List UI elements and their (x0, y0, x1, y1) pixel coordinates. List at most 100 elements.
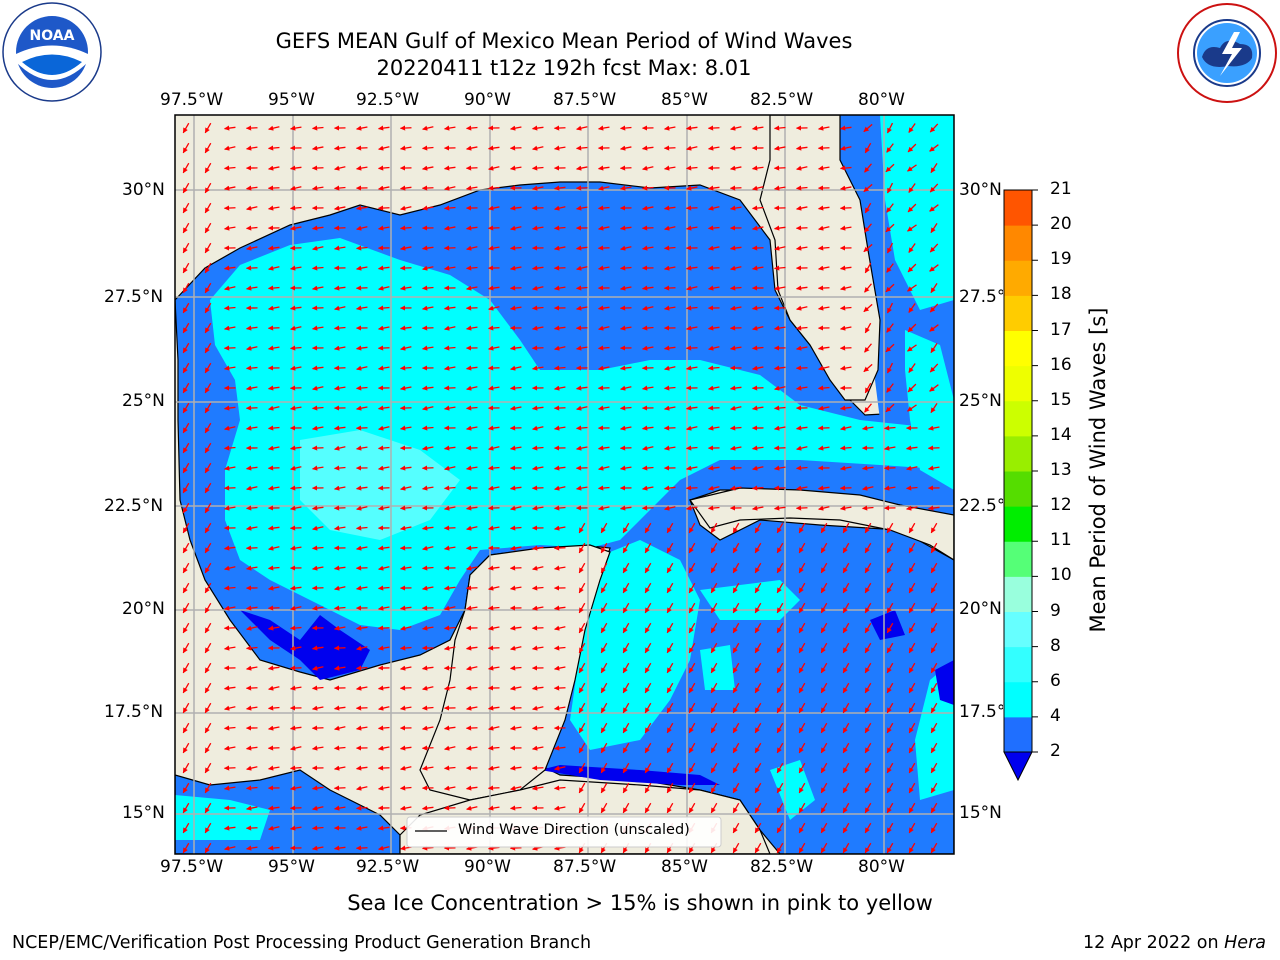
wind-arrow (204, 382, 212, 394)
wind-arrow (818, 305, 830, 311)
wind-arrow (400, 485, 412, 491)
wind-arrow (796, 445, 808, 451)
wind-arrow (885, 403, 895, 413)
wind-arrow (576, 445, 588, 451)
wind-arrow (246, 385, 258, 391)
wind-arrow (796, 245, 808, 251)
wind-arrow (664, 125, 676, 131)
wind-arrow (510, 505, 522, 511)
wind-arrow (666, 782, 674, 794)
wind-arrow (929, 264, 939, 272)
legend-label: Wind Wave Direction (unscaled) (458, 822, 690, 838)
wind-arrow (930, 582, 938, 594)
wind-arrow (553, 545, 566, 551)
wind-arrow (641, 365, 654, 371)
wind-arrow (644, 562, 652, 574)
wind-arrow (466, 365, 478, 371)
wind-arrow (752, 345, 764, 351)
wind-arrow (377, 205, 390, 211)
wind-arrow (732, 722, 740, 734)
wind-arrow (554, 785, 566, 791)
wind-arrow (224, 145, 236, 151)
wind-arrow (553, 265, 566, 271)
wind-arrow (752, 305, 764, 311)
wind-arrow (356, 205, 368, 211)
wind-arrow (289, 525, 302, 531)
wind-arrow (444, 185, 456, 191)
wind-arrow (182, 302, 190, 314)
wind-arrow (641, 505, 654, 511)
lon-tick-top: 85°W (661, 90, 708, 110)
wind-arrow (729, 325, 742, 331)
wind-arrow (444, 365, 456, 371)
wind-arrow (312, 425, 324, 431)
wind-arrow (268, 805, 280, 811)
wind-arrow (224, 725, 236, 731)
wind-arrow (290, 765, 302, 771)
wind-arrow (598, 365, 610, 371)
wind-arrow (576, 405, 588, 411)
wind-arrow (510, 625, 522, 631)
wind-arrow (730, 385, 742, 391)
wind-arrow (400, 345, 412, 351)
wind-arrow (400, 645, 412, 651)
wind-arrow (531, 205, 544, 211)
colorbar-level-label: 18 (1050, 284, 1072, 305)
wind-arrow (619, 305, 632, 311)
wind-arrow (578, 742, 586, 754)
colorbar-level-label: 10 (1050, 565, 1072, 586)
wind-arrow (204, 462, 212, 474)
wind-arrow (730, 145, 742, 151)
wind-arrow (444, 685, 456, 691)
wind-arrow (842, 602, 850, 614)
wind-arrow (554, 185, 566, 191)
wind-arrow (334, 725, 346, 731)
wind-arrow (267, 465, 280, 471)
wind-arrow (642, 205, 654, 211)
wind-arrow (886, 742, 894, 754)
wind-arrow (378, 285, 390, 291)
wind-arrow (666, 602, 674, 614)
wind-arrow (930, 782, 938, 794)
wind-arrow (644, 642, 652, 654)
lat-tick-left: 20°N (122, 599, 165, 619)
wind-arrow (840, 305, 852, 311)
wind-arrow (311, 305, 324, 311)
wind-arrow (929, 324, 939, 332)
wind-arrow (908, 562, 916, 574)
sea-ice-note: Sea Ice Concentration > 15% is shown in … (347, 891, 933, 915)
wind-arrow (886, 522, 894, 534)
wind-arrow (182, 622, 190, 634)
wind-arrow (818, 125, 830, 131)
wind-arrow (578, 762, 586, 774)
wind-arrow (907, 344, 917, 352)
wind-arrow (312, 525, 324, 531)
wind-arrow (246, 805, 258, 811)
wind-arrow (204, 582, 212, 594)
wind-arrow (864, 343, 872, 353)
wind-arrow (466, 285, 478, 291)
wind-arrow (510, 785, 522, 791)
wind-arrow (930, 223, 938, 234)
wind-arrow (400, 625, 412, 631)
wind-arrow (820, 722, 828, 734)
wind-arrow (644, 802, 652, 814)
wind-arrow (886, 802, 894, 814)
wind-arrow (356, 725, 368, 731)
wind-arrow (465, 725, 478, 731)
wind-arrow (840, 285, 852, 291)
wind-arrow (356, 365, 368, 371)
wind-arrow (776, 542, 784, 554)
wind-arrow (842, 582, 850, 594)
wind-arrow (204, 162, 212, 174)
wind-arrow (773, 305, 786, 311)
wind-arrow (575, 325, 588, 331)
wind-arrow (510, 205, 522, 211)
wind-arrow (796, 485, 808, 491)
wind-arrow (443, 245, 456, 251)
wind-arrow (886, 143, 894, 153)
wind-arrow (598, 465, 610, 471)
wind-arrow (510, 365, 522, 371)
wind-arrow (600, 642, 608, 654)
wind-arrow (204, 522, 212, 534)
